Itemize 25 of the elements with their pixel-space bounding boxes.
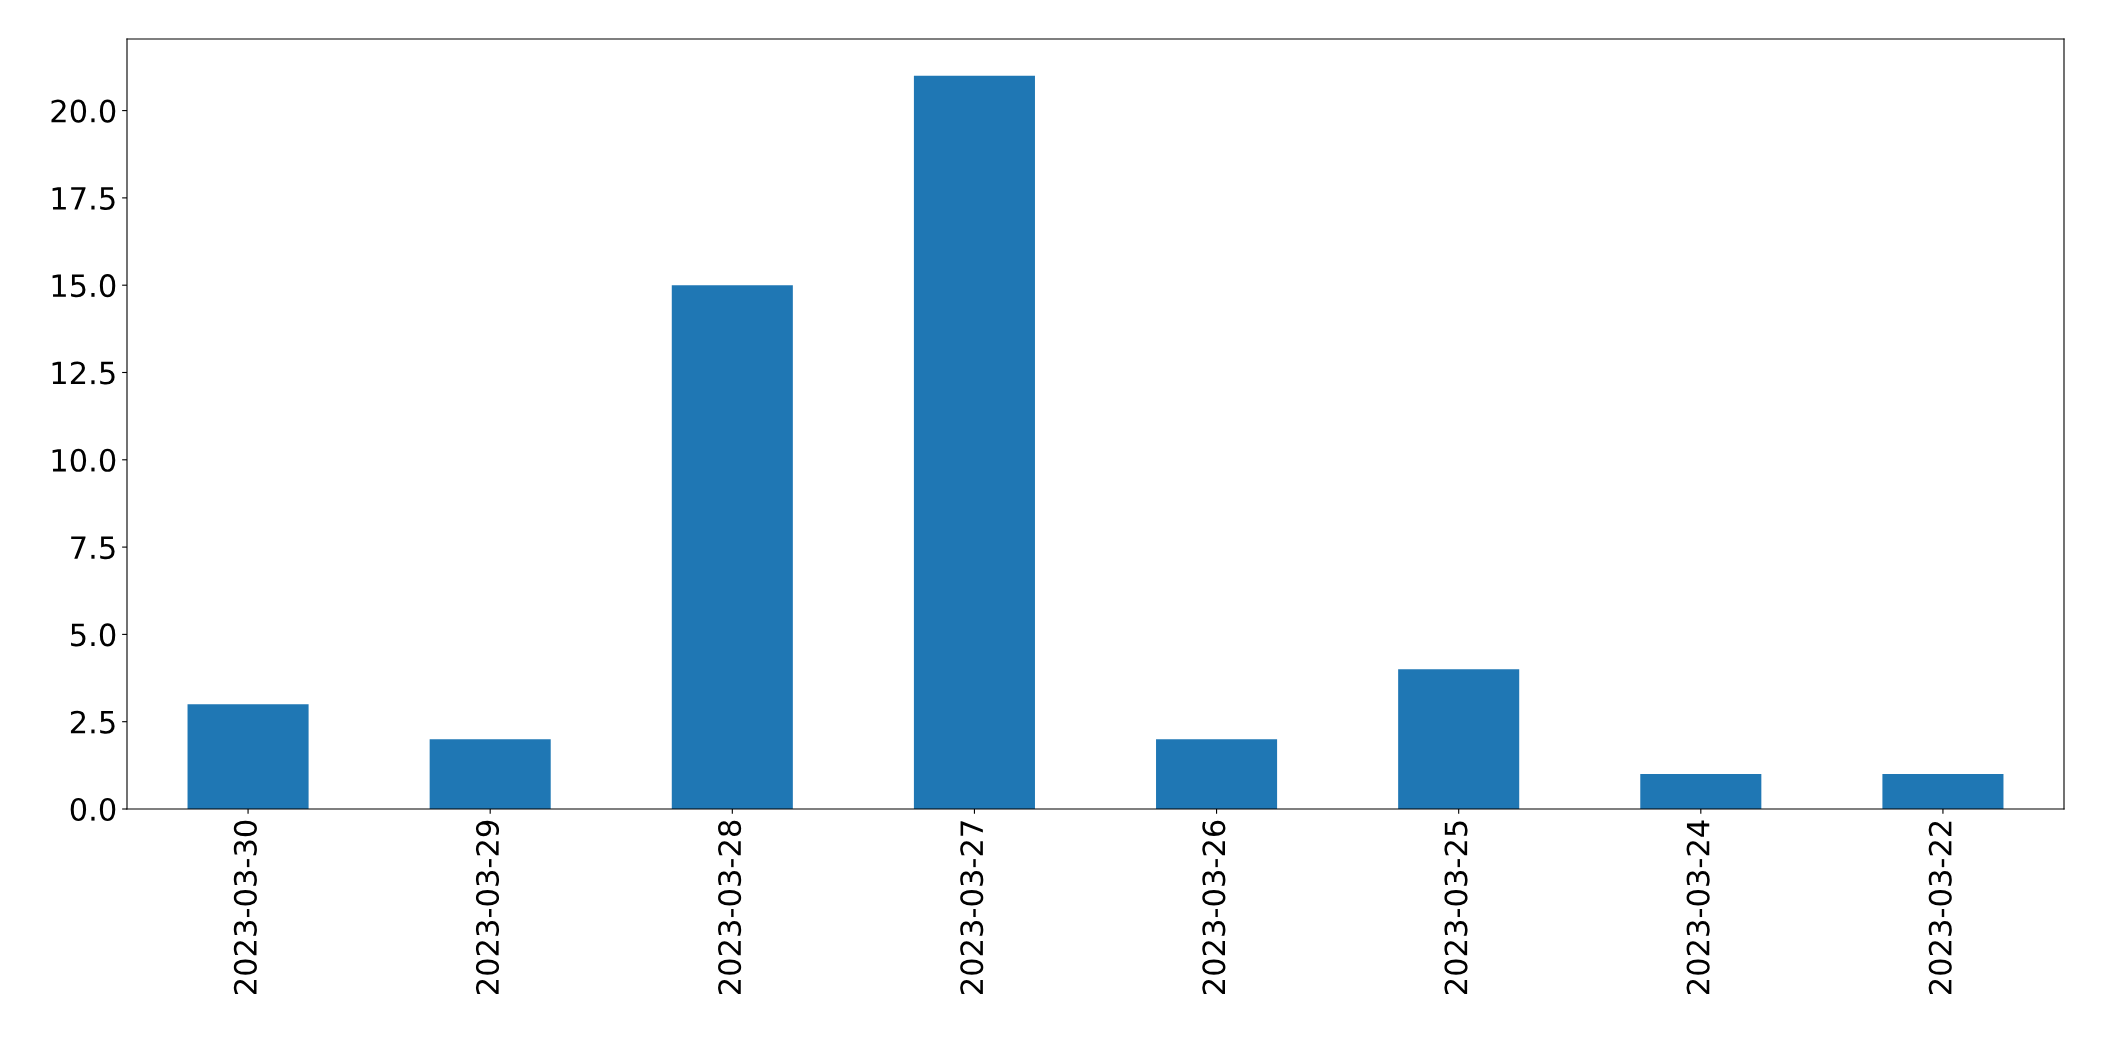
y-tick-label: 5.0 xyxy=(71,623,116,647)
bar xyxy=(187,704,309,809)
bar xyxy=(1882,774,2004,809)
y-tick-label: 20.0 xyxy=(51,99,116,123)
y-tick-label: 17.5 xyxy=(52,187,115,210)
x-tick-label: 2023-03-29 xyxy=(475,820,500,995)
y-tick-label: 10.0 xyxy=(52,448,116,472)
y-tick-label: 15.0 xyxy=(52,274,116,298)
bar xyxy=(1156,739,1278,809)
x-tick-label: 2023-03-28 xyxy=(718,820,742,995)
bar xyxy=(671,285,793,809)
x-tick-label: 2023-03-27 xyxy=(960,821,984,995)
x-tick-label: 2023-03-26 xyxy=(1202,820,1226,995)
y-tick-label: 2.5 xyxy=(70,710,115,734)
bar xyxy=(1398,669,1520,809)
y-tick-label: 0.0 xyxy=(70,797,116,822)
x-tick-label: 2023-03-22 xyxy=(1928,821,1952,995)
bar xyxy=(429,739,551,809)
x-tick-label: 2023-03-25 xyxy=(1444,821,1468,995)
bar xyxy=(913,75,1035,809)
y-tick-label: 12.5 xyxy=(52,361,115,385)
x-tick-label: 2023-03-24 xyxy=(1686,820,1710,995)
x-tick-label: 2023-03-30 xyxy=(233,820,257,995)
bar xyxy=(1640,774,1762,809)
y-tick-label: 7.5 xyxy=(71,536,115,560)
